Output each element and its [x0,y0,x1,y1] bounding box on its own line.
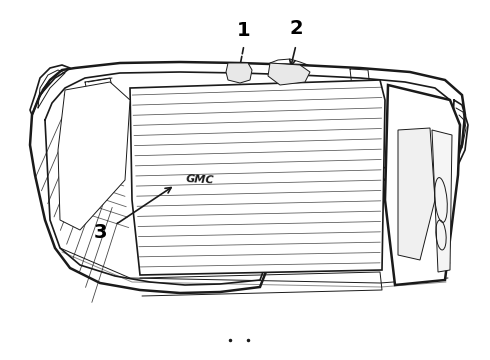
Text: 3: 3 [93,222,107,242]
Polygon shape [226,63,252,83]
Text: GMC: GMC [185,174,214,185]
Polygon shape [58,82,130,230]
Polygon shape [432,130,452,272]
Polygon shape [30,62,465,293]
Polygon shape [130,80,385,275]
Polygon shape [398,128,435,260]
Polygon shape [268,63,310,85]
Text: 2: 2 [289,18,303,37]
Text: 1: 1 [237,21,251,40]
Polygon shape [385,85,460,285]
